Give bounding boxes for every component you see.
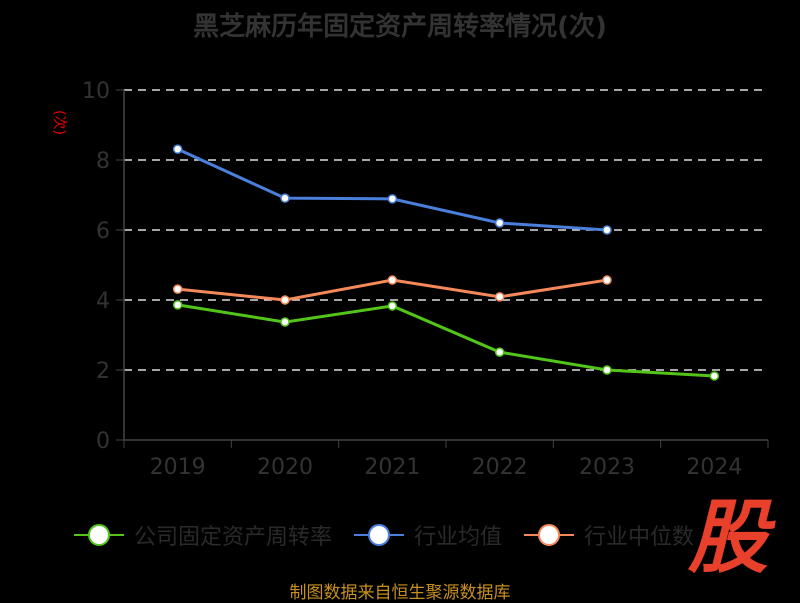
data-point	[387, 301, 398, 311]
chart-title: 黑芝麻历年固定资产周转率情况(次)	[193, 12, 607, 42]
data-point	[280, 193, 290, 203]
legend-item[interactable]: 行业中位数	[524, 519, 694, 551]
data-point	[494, 218, 505, 228]
data-point	[494, 347, 505, 357]
data-point	[172, 144, 183, 154]
data-point	[280, 317, 290, 327]
x-tick-label: 2023	[579, 455, 635, 480]
x-tick-label: 2019	[150, 455, 206, 480]
x-tick-label: 2024	[686, 455, 742, 480]
series-line	[177, 303, 715, 378]
data-point	[387, 194, 398, 204]
logo-watermark: 股	[688, 491, 768, 584]
x-tick-label: 2021	[364, 455, 420, 480]
data-point	[387, 275, 398, 285]
data-point	[172, 300, 183, 310]
data-point	[602, 275, 612, 285]
legend-marker-icon	[524, 524, 575, 546]
source-note: 制图数据来自恒生聚源数据库	[289, 583, 511, 603]
data-point	[709, 371, 720, 381]
legend-label: 行业均值	[414, 525, 503, 550]
legend: 公司固定资产周转率 行业均值 行业中位数	[74, 519, 716, 551]
legend-marker-icon	[354, 524, 405, 546]
legend-item[interactable]: 行业均值	[354, 519, 502, 551]
x-tick-label: 2020	[257, 455, 313, 480]
data-point	[602, 225, 612, 235]
y-tick-label: 2	[96, 359, 110, 384]
data-point	[172, 284, 183, 294]
legend-marker-icon	[74, 524, 124, 546]
legend-label: 行业中位数	[584, 525, 695, 550]
y-tick-label: 0	[96, 429, 110, 454]
y-tick-label: 10	[82, 79, 110, 104]
data-point	[494, 292, 505, 302]
data-point	[602, 365, 612, 375]
y-tick-label: 4	[96, 289, 110, 314]
data-point	[280, 295, 290, 305]
y-tick-label: 6	[96, 219, 110, 244]
y-tick-label: 8	[96, 149, 110, 174]
legend-item[interactable]: 公司固定资产周转率	[74, 519, 332, 551]
x-tick-label: 2022	[472, 455, 528, 480]
series-line	[177, 147, 608, 232]
legend-label: 公司固定资产周转率	[134, 525, 333, 550]
